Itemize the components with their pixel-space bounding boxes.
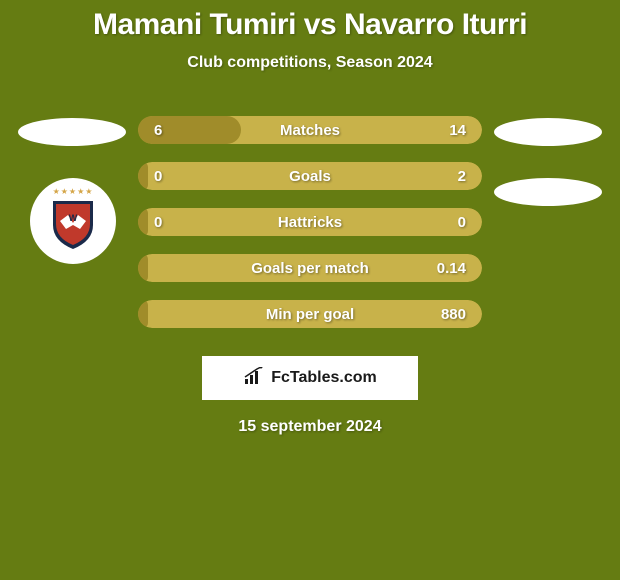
stars-icon: ★★★★★ [53,187,94,196]
stat-right-value: 880 [441,306,466,323]
stat-row-min-per-goal: Min per goal 880 [138,300,482,328]
date-text: 15 september 2024 [0,418,620,436]
stat-right-value: 0 [458,214,466,231]
stat-row-goals: 0 Goals 2 [138,162,482,190]
page-title: Mamani Tumiri vs Navarro Iturri [0,8,620,42]
stat-left-value: 0 [154,168,162,185]
club-badge-placeholder [494,178,602,206]
stat-label: Matches [280,122,340,139]
svg-text:W: W [69,213,78,223]
stat-row-goals-per-match: Goals per match 0.14 [138,254,482,282]
shield-icon: W [48,197,98,251]
stat-row-hattricks: 0 Hattricks 0 [138,208,482,236]
comparison-panel: ★★★★★ W 6 Matches [0,116,620,346]
page-subtitle: Club competitions, Season 2024 [0,54,620,72]
player-badge-placeholder [18,118,126,146]
player-badge-placeholder [494,118,602,146]
stat-row-matches: 6 Matches 14 [138,116,482,144]
stat-left-value: 0 [154,214,162,231]
stat-left-value: 6 [154,122,162,139]
stat-bars-container: 6 Matches 14 0 Goals 2 0 Hattricks 0 [138,116,482,346]
stat-label: Hattricks [278,214,342,231]
source-logo: FcTables.com [202,356,418,400]
stat-label: Goals [289,168,331,185]
stat-label: Goals per match [251,260,369,277]
stat-right-value: 14 [449,122,466,139]
logo-text: FcTables.com [271,369,377,387]
stat-label: Min per goal [266,306,354,323]
left-badges-column: ★★★★★ W [18,116,126,264]
right-badges-column [494,116,602,206]
chart-icon [243,367,265,390]
club-badge: ★★★★★ W [30,178,116,264]
stat-right-value: 0.14 [437,260,466,277]
stat-right-value: 2 [458,168,466,185]
